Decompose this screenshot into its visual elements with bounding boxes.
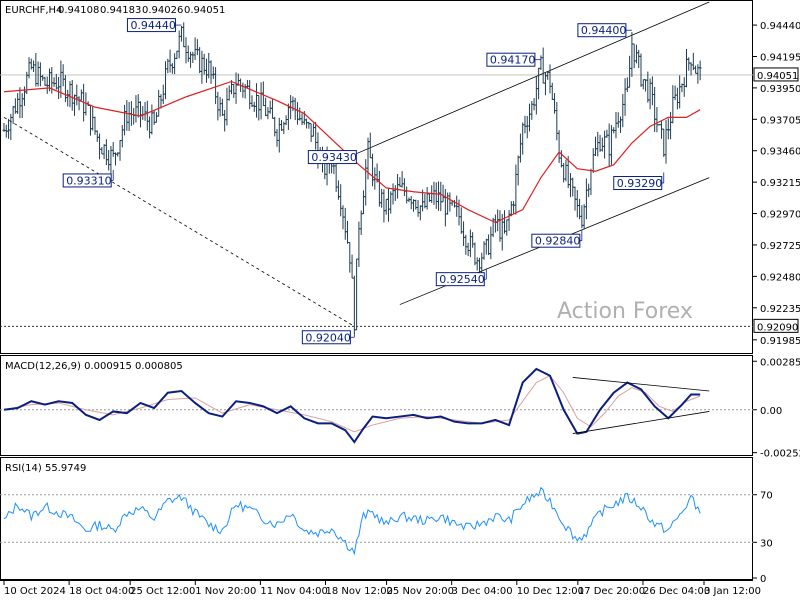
price-axis: 0.94440 0.94195 0.93950 0.93705 0.93460 0.932… — [753, 21, 800, 347]
annotation-box — [435, 272, 485, 287]
annotation-box — [577, 23, 627, 38]
moving-average — [3, 80, 701, 224]
rsi-tick-label: 70 — [760, 491, 773, 502]
price-tick-label: 0.93215 — [760, 178, 800, 189]
time-tick-label: 11 Nov 04:00 — [260, 586, 327, 597]
price-tick-label: 0.93950 — [760, 84, 800, 95]
ohlc-open: 0.94108 — [58, 5, 99, 16]
time-tick-label: 18 Oct 04:00 — [69, 586, 134, 597]
macd-title: MACD(12,26,9) 0.000915 0.000805 — [5, 361, 183, 372]
annotation-label: 0.92540 — [439, 273, 485, 286]
time-tick-label: 26 Dec 04:00 — [643, 586, 710, 597]
annotation-label: 0.93430 — [311, 151, 357, 164]
annotation-box — [613, 176, 663, 191]
time-tick-label: 10 Dec 12:00 — [517, 586, 584, 597]
main-gridlines — [0, 74, 753, 327]
annotation-box — [126, 18, 176, 33]
time-tick-label: 3 Jan 12:00 — [704, 586, 761, 597]
level-line-box — [753, 318, 799, 333]
annotation-label: 0.94170 — [490, 54, 536, 67]
time-tick-label: 10 Oct 2024 — [4, 586, 66, 597]
rsi-tick-label: 0 — [760, 574, 766, 585]
annotation-label: 0.93310 — [66, 174, 112, 187]
ohlc-low: 0.94026 — [142, 5, 183, 16]
price-annotations: 0.94440 0.93310 0.93430 0.92040 0.92540 0.941… — [62, 18, 665, 345]
ohlc-close: 0.94051 — [184, 5, 225, 16]
main-panel-frame — [0, 0, 753, 354]
time-tick-label: 3 Dec 04:00 — [452, 586, 513, 597]
macd-tick-label: -0.00252 — [760, 449, 800, 460]
time-tick-label: 25 Oct 12:00 — [130, 586, 195, 597]
rsi-panel-frame — [0, 457, 753, 580]
annotation-label: 0.93290 — [617, 177, 663, 190]
rsi-series-line — [3, 486, 701, 556]
annotation-label: 0.94400 — [581, 24, 627, 37]
price-tick-label: 0.93705 — [760, 115, 800, 126]
current-price-label: 0.94051 — [757, 71, 798, 82]
annotation-box — [62, 173, 112, 188]
price-tick-label: 0.91985 — [760, 336, 800, 347]
moving-average-line — [3, 80, 701, 224]
time-tick-label: 17 Dec 20:00 — [578, 586, 645, 597]
price-tick-label: 0.94195 — [760, 52, 800, 63]
annotation-box — [486, 52, 536, 67]
annotation-label: 0.94440 — [130, 19, 176, 32]
price-tick-label: 0.92480 — [760, 272, 800, 283]
macd-trend-line — [572, 377, 710, 392]
macd-tick-label: 0.00 — [760, 406, 782, 417]
time-tick-label: 25 Nov 20:00 — [387, 586, 454, 597]
annotation-label: 0.92040 — [305, 331, 351, 344]
macd-series-macd — [3, 367, 701, 444]
macd-tick-label: 0.00285 — [760, 357, 800, 368]
current-price-box — [753, 67, 799, 82]
time-axis: 10 Oct 2024 18 Oct 04:0025 Oct 12:00 1 Nov… — [3, 580, 761, 597]
trend-line — [3, 117, 355, 327]
price-tick-label: 0.92970 — [760, 210, 800, 221]
macd-trend-line — [572, 411, 710, 434]
macd-panel-frame — [0, 355, 753, 456]
ohlc-high: 0.94183 — [100, 5, 141, 16]
rsi-title: RSI(14) 55.9749 — [5, 463, 86, 474]
rsi-plot: 70 30 0 — [0, 486, 773, 585]
time-tick-label: 18 Nov 12:00 — [326, 586, 393, 597]
time-tick-label: 1 Nov 20:00 — [195, 586, 256, 597]
macd-plot: 0.00285 0.00 -0.00252 — [0, 357, 800, 460]
trend-line — [354, 1, 710, 155]
price-tick-label: 0.92725 — [760, 241, 800, 252]
price-tick-label: 0.94440 — [760, 21, 800, 32]
annotation-label: 0.92840 — [535, 235, 581, 248]
rsi-tick-label: 30 — [760, 538, 773, 549]
watermark: Action Forex — [557, 299, 693, 324]
price-tick-label: 0.92235 — [760, 304, 800, 315]
price-tick-label: 0.93460 — [760, 147, 800, 158]
annotation-box — [301, 330, 351, 345]
level-line-label: 0.92090 — [757, 322, 798, 333]
chart-title: EURCHF,H4 — [5, 5, 62, 16]
macd-series-signal — [3, 375, 701, 433]
annotation-box — [531, 233, 581, 248]
annotation-box — [307, 150, 357, 165]
